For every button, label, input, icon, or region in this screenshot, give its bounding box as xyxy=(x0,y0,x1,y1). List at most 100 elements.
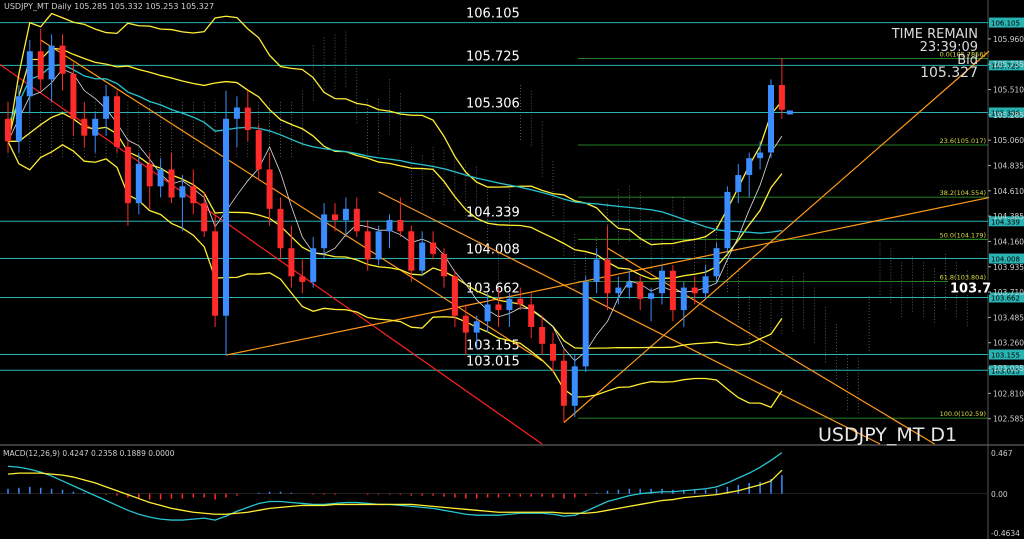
macd-pane xyxy=(0,452,988,521)
candle-body xyxy=(288,248,295,277)
candle-body xyxy=(146,163,153,187)
level-label: 103.015 xyxy=(466,354,520,369)
price-tick-label: 105.285 xyxy=(993,111,1024,120)
candle-body xyxy=(201,203,208,232)
level-price-tag xyxy=(989,253,1024,264)
candle-body xyxy=(92,118,99,136)
bollinger-lower-1 xyxy=(8,112,783,349)
bid-label: Bid xyxy=(957,53,978,68)
level-price-tag xyxy=(989,107,1024,118)
trend-line-red xyxy=(0,63,543,445)
candle-body xyxy=(430,242,437,254)
level-price-tag-label: 103.662 xyxy=(991,294,1020,302)
fib-label: 23.6(105.017) xyxy=(940,137,986,145)
candle-body xyxy=(702,276,709,294)
candle-body xyxy=(724,191,731,249)
macd-scale-top: 0.467 xyxy=(991,449,1013,458)
macd-scale-bottom: -0.4634 xyxy=(991,529,1020,538)
candle-body xyxy=(70,73,77,119)
candle-body xyxy=(342,208,349,221)
bid-value: 105.327 xyxy=(920,65,978,81)
level-price-tag-label: 105.306 xyxy=(991,109,1020,117)
candle-body xyxy=(735,175,742,192)
candle-body xyxy=(473,321,480,333)
bollinger-upper-1 xyxy=(7,47,783,280)
candle-body xyxy=(593,259,600,282)
candle-body xyxy=(244,107,251,131)
level-price-tag-label: 105.725 xyxy=(991,62,1020,70)
candle-body xyxy=(233,107,240,119)
candle-body xyxy=(669,270,676,311)
bollinger-lower-2 xyxy=(7,141,783,409)
level-label: 105.306 xyxy=(466,96,520,111)
candle-body xyxy=(441,253,447,277)
trend-line-up-steep xyxy=(563,50,990,424)
candle-body xyxy=(59,45,66,74)
bollinger-bands xyxy=(7,12,783,409)
fib-label: 50.0(104.179) xyxy=(940,231,986,239)
candle-body xyxy=(37,51,44,80)
bollinger-upper-2 xyxy=(7,12,783,246)
candle-body xyxy=(517,298,524,305)
candle-body xyxy=(495,304,502,311)
candle-body xyxy=(81,118,88,136)
candle-body xyxy=(277,208,284,249)
candle-body xyxy=(713,248,720,277)
candle-body xyxy=(582,281,589,367)
level-price-tag xyxy=(989,60,1024,71)
price-axis: 105.960 105.735 105.510 105.285 105.060 104.8… xyxy=(988,35,1024,424)
macd-label: MACD(12,26,9) 0.4247 0.2358 0.1889 0.000… xyxy=(3,449,175,458)
level-price-tag-label: 104.339 xyxy=(991,218,1020,226)
candle-body xyxy=(299,276,306,282)
horizontal-levels: 106.105 106.105 105.725 105.725 105.306 105.3… xyxy=(0,7,1024,376)
candle-body xyxy=(778,85,785,110)
candle-body xyxy=(26,51,33,97)
price-tick-label: 105.060 xyxy=(993,136,1024,145)
candle-body xyxy=(15,96,22,142)
time-remain-label: TIME REMAIN xyxy=(891,27,978,42)
price-tick-label: 102.810 xyxy=(993,389,1024,398)
candle-body xyxy=(604,259,611,294)
candle-body xyxy=(659,270,665,294)
candle-body xyxy=(255,130,262,170)
price-tick-label: 105.735 xyxy=(993,60,1024,69)
fib-label: 38.2(104.554) xyxy=(940,189,986,197)
candle-body xyxy=(571,366,578,406)
level-price-tag xyxy=(989,216,1024,227)
price-tick-label: 103.035 xyxy=(993,364,1024,373)
chart-name: USDJPY_MT D1 xyxy=(818,424,957,446)
candle-body xyxy=(408,231,415,271)
price-tick-label: 104.160 xyxy=(993,237,1024,246)
level-price-tag-label: 104.008 xyxy=(991,256,1020,264)
candle-body xyxy=(484,304,491,322)
candle-body xyxy=(321,214,328,249)
level-price-tag xyxy=(989,292,1024,303)
candle-body xyxy=(506,298,513,311)
fib-label: 61.8(103.804) xyxy=(940,274,986,282)
candle-body xyxy=(648,293,655,299)
candle-body xyxy=(626,281,633,288)
price-tick-label: 104.610 xyxy=(993,187,1024,196)
candle-body xyxy=(223,118,229,316)
price-tick-label: 105.960 xyxy=(993,35,1024,44)
candle-body xyxy=(103,96,110,119)
candle-body xyxy=(691,287,698,294)
candle-body xyxy=(266,169,273,209)
candle-body xyxy=(462,315,469,333)
level-label: 104.339 xyxy=(466,205,520,220)
price-marker xyxy=(786,110,793,115)
level-label: 103.155 xyxy=(466,339,520,354)
candle-body xyxy=(637,281,644,299)
current-price-tag xyxy=(948,280,990,295)
candle-body xyxy=(746,158,753,176)
price-tick-label: 103.710 xyxy=(993,288,1024,297)
candle-body xyxy=(332,214,338,221)
candle-body xyxy=(353,208,360,232)
macd-signal-line xyxy=(7,469,783,515)
candle-body xyxy=(539,326,546,344)
price-tick-label: 103.260 xyxy=(993,339,1024,348)
symbol-info: USDJPY_MT Daily 105.285 105.332 105.253 … xyxy=(4,2,214,11)
macd-scale-zero: 0.00 xyxy=(991,490,1008,499)
